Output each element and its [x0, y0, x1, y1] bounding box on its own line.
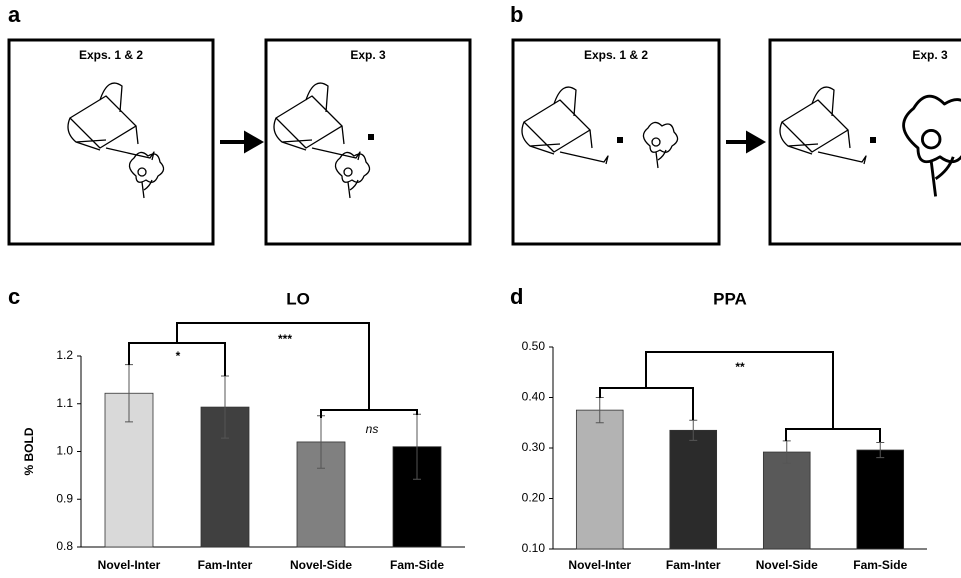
flower — [904, 96, 961, 196]
chart-title: PPA — [713, 289, 747, 308]
x-tick-label: Fam-Side — [853, 558, 907, 572]
y-axis-label: % BOLD — [22, 427, 36, 475]
x-tick-label: Fam-Inter — [198, 558, 253, 572]
y-tick-label: 1.1 — [56, 396, 73, 410]
significance: * — [176, 349, 181, 363]
panel-a: a Exps. 1 & 2 Exp. 3 — [8, 2, 470, 244]
watering-can — [68, 83, 154, 160]
watering-can — [274, 83, 360, 160]
watering-can — [522, 87, 608, 164]
y-tick-label: 0.8 — [56, 539, 73, 553]
flower — [129, 152, 163, 198]
bracket — [177, 323, 369, 410]
fixation-dot — [368, 134, 374, 140]
frame-title: Exp. 3 — [912, 48, 948, 62]
chart-title: LO — [286, 289, 310, 308]
panel-label: b — [510, 2, 523, 27]
x-tick-label: Novel-Inter — [98, 558, 161, 572]
y-tick-label: 0.20 — [522, 491, 546, 505]
y-tick-label: 0.50 — [522, 339, 546, 353]
panel-b: b Exps. 1 & 2 Exp. 3 — [510, 2, 961, 244]
y-tick-label: 0.9 — [56, 491, 73, 505]
arrow — [220, 134, 260, 150]
x-tick-label: Novel-Inter — [568, 558, 631, 572]
y-tick-label: 0.10 — [522, 541, 546, 555]
frame-title: Exps. 1 & 2 — [79, 48, 143, 62]
fixation-dot — [870, 137, 876, 143]
y-tick-label: 0.30 — [522, 440, 546, 454]
bracket — [321, 410, 417, 418]
x-tick-label: Fam-Inter — [666, 558, 721, 572]
x-tick-label: Fam-Side — [390, 558, 444, 572]
y-tick-label: 1.0 — [56, 444, 73, 458]
frame-title: Exps. 1 & 2 — [584, 48, 648, 62]
significance: ** — [735, 360, 745, 374]
bar — [857, 450, 904, 549]
x-tick-label: Novel-Side — [756, 558, 818, 572]
x-tick-label: Novel-Side — [290, 558, 352, 572]
watering-can — [780, 87, 866, 164]
flower — [643, 122, 677, 168]
arrow — [726, 134, 762, 150]
y-tick-label: 0.40 — [522, 390, 546, 404]
flower — [335, 152, 369, 198]
panel-label: a — [8, 2, 21, 27]
frame — [266, 40, 470, 244]
fixation-dot — [617, 137, 623, 143]
bar — [763, 452, 810, 549]
bracket — [786, 429, 880, 442]
panel-label: c — [8, 284, 20, 309]
frame — [770, 40, 961, 244]
significance: ns — [366, 422, 379, 436]
figure: a Exps. 1 & 2 Exp. 3 b Exps. 1 & 2 Exp. … — [0, 0, 961, 578]
bar — [670, 430, 717, 549]
frame-title: Exp. 3 — [350, 48, 386, 62]
panel-label: d — [510, 284, 523, 309]
significance: *** — [278, 332, 292, 346]
bar — [576, 410, 623, 549]
y-tick-label: 1.2 — [56, 348, 73, 362]
